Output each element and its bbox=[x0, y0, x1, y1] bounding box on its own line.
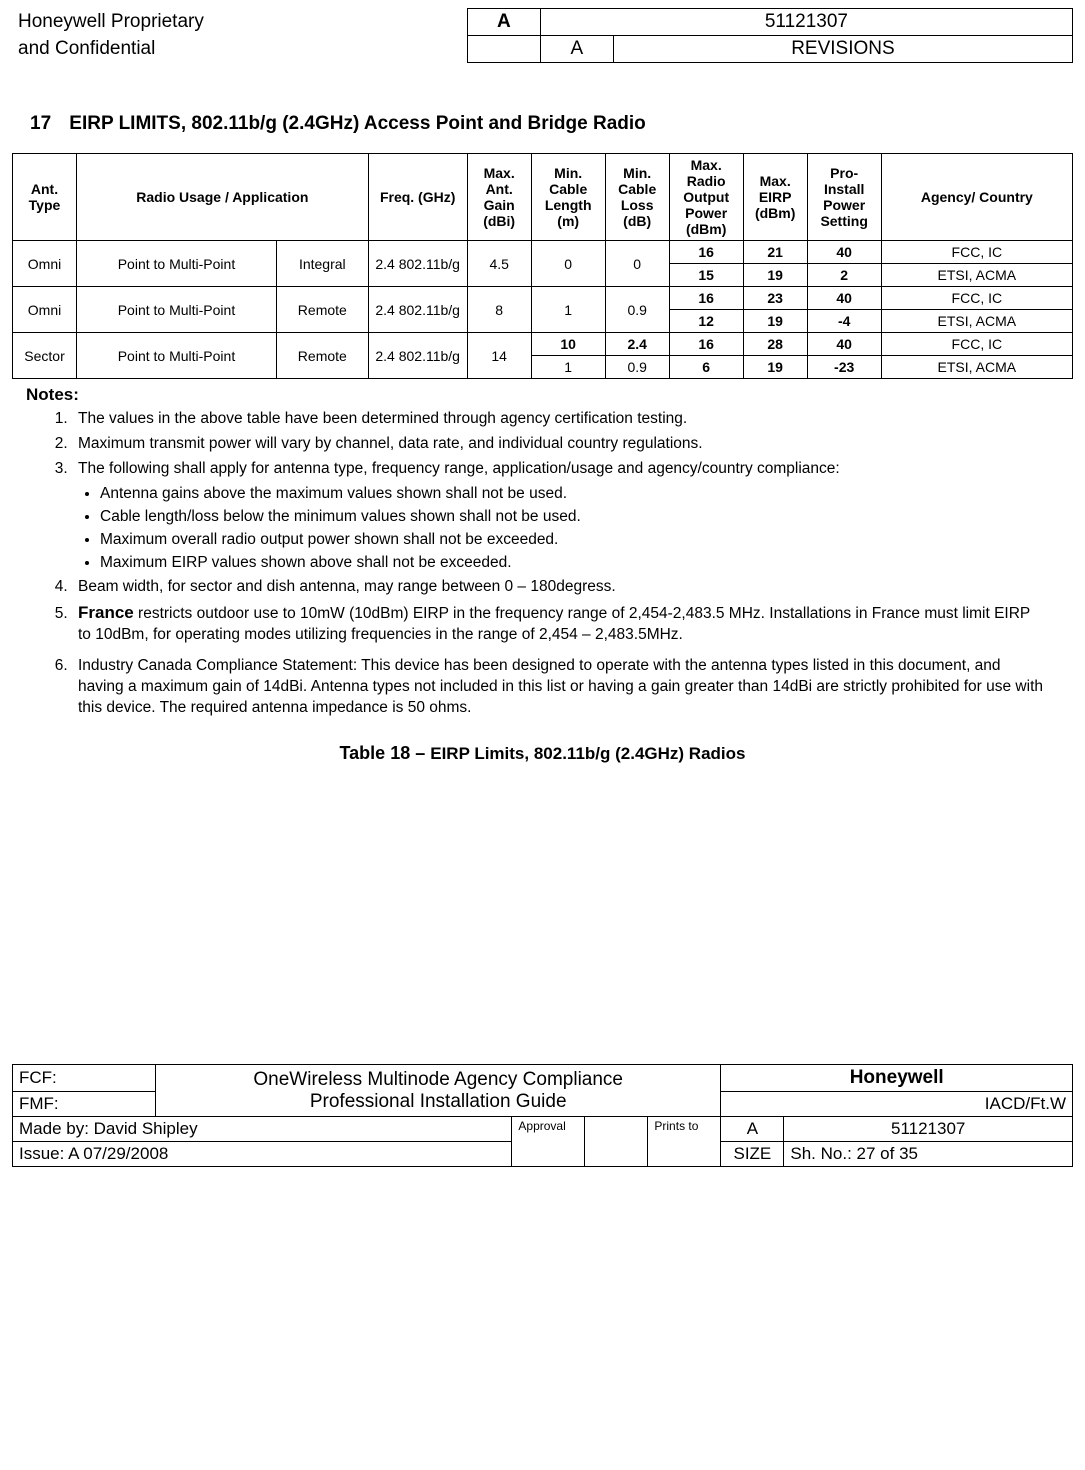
footer-madeby: Made by: David Shipley bbox=[13, 1117, 512, 1142]
note-6: Industry Canada Compliance Statement: Th… bbox=[72, 656, 1043, 719]
footer-a: A bbox=[721, 1117, 784, 1142]
footer-printsto: Prints to bbox=[648, 1117, 721, 1167]
header-code-value: 51121307 bbox=[540, 9, 1072, 36]
col-ant: Ant. Type bbox=[13, 154, 77, 241]
footer-size: SIZE bbox=[721, 1142, 784, 1167]
section-number: 17 bbox=[30, 113, 64, 135]
footer-issue: Issue: A 07/29/2008 bbox=[13, 1142, 512, 1167]
top-header: Honeywell Proprietary A 51121307 and Con… bbox=[12, 8, 1073, 63]
eirp-table: Ant. Type Radio Usage / Application Freq… bbox=[12, 153, 1073, 379]
header-rev-value: REVISIONS bbox=[613, 36, 1072, 63]
footer-block: FCF: OneWireless Multinode Agency Compli… bbox=[12, 1064, 1073, 1167]
col-agency: Agency/ Country bbox=[881, 154, 1072, 241]
footer-approval: Approval bbox=[512, 1117, 585, 1167]
header-code-label: A bbox=[467, 9, 540, 36]
col-len: Min. Cable Length (m) bbox=[531, 154, 605, 241]
footer-honeywell: Honeywell bbox=[721, 1065, 1073, 1092]
col-freq: Freq. (GHz) bbox=[368, 154, 467, 241]
note-3: The following shall apply for antenna ty… bbox=[72, 459, 1043, 574]
notes-title: Notes: bbox=[26, 385, 1073, 405]
table-caption: Table 18 – EIRP Limits, 802.11b/g (2.4GH… bbox=[12, 743, 1073, 764]
table-row: Omni Point to Multi-Point Integral 2.4 8… bbox=[13, 241, 1073, 264]
bullet-4: Maximum EIRP values shown above shall no… bbox=[100, 553, 1043, 574]
note-2: Maximum transmit power will vary by chan… bbox=[72, 434, 1043, 455]
col-usage: Radio Usage / Application bbox=[77, 154, 369, 241]
header-rev-label: A bbox=[540, 36, 613, 63]
bullet-2: Cable length/loss below the minimum valu… bbox=[100, 507, 1043, 528]
col-power: Max. Radio Output Power (dBm) bbox=[669, 154, 743, 241]
header-left-1: Honeywell Proprietary bbox=[12, 9, 467, 36]
section-heading: 17 EIRP LIMITS, 802.11b/g (2.4GHz) Acces… bbox=[30, 113, 1073, 135]
footer-num: 51121307 bbox=[784, 1117, 1073, 1142]
footer-title: OneWireless Multinode Agency Compliance … bbox=[156, 1065, 721, 1117]
note-4: Beam width, for sector and dish antenna,… bbox=[72, 577, 1043, 598]
note-3-bullets: Antenna gains above the maximum values s… bbox=[100, 484, 1043, 574]
table-row: Omni Point to Multi-Point Remote 2.4 802… bbox=[13, 287, 1073, 310]
footer-iacd: IACD/Ft.W bbox=[721, 1092, 1073, 1117]
note-1: The values in the above table have been … bbox=[72, 409, 1043, 430]
col-loss: Min. Cable Loss (dB) bbox=[605, 154, 669, 241]
notes-list: The values in the above table have been … bbox=[72, 409, 1043, 719]
section-title: EIRP LIMITS, 802.11b/g (2.4GHz) Access P… bbox=[69, 113, 645, 134]
note-5: France restricts outdoor use to 10mW (10… bbox=[72, 602, 1043, 646]
footer-sheet: Sh. No.: 27 of 35 bbox=[784, 1142, 1073, 1167]
table-row: Sector Point to Multi-Point Remote 2.4 8… bbox=[13, 333, 1073, 356]
col-gain: Max. Ant. Gain (dBi) bbox=[467, 154, 531, 241]
bullet-3: Maximum overall radio output power shown… bbox=[100, 530, 1043, 551]
col-eirp: Max. EIRP (dBm) bbox=[743, 154, 807, 241]
bullet-1: Antenna gains above the maximum values s… bbox=[100, 484, 1043, 505]
footer-fmf: FMF: bbox=[13, 1092, 156, 1117]
footer-fcf: FCF: bbox=[13, 1065, 156, 1092]
col-setting: Pro-Install Power Setting bbox=[807, 154, 881, 241]
header-left-2: and Confidential bbox=[12, 36, 467, 63]
